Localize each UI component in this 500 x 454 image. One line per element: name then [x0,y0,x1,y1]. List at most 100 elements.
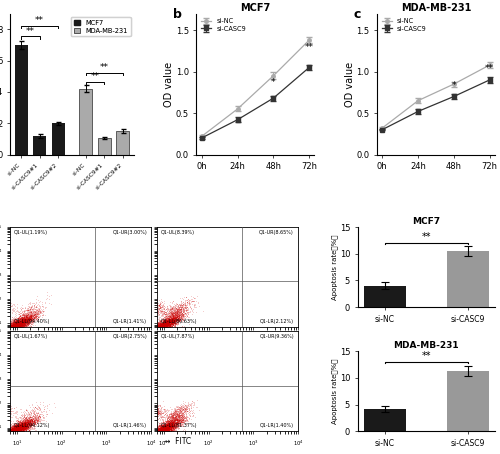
Point [8,326,16,334]
Point [0,431,8,439]
Point [12,321,20,328]
Point [6,327,14,334]
Point [8,325,16,332]
Point [172,422,180,429]
Point [166,420,174,428]
Point [0,431,8,439]
Point [0,431,8,439]
Point [22,416,30,423]
Point [147,431,155,439]
Point [8,427,16,434]
Point [172,424,180,431]
Point [168,309,176,316]
Point [6,326,14,333]
Point [192,404,200,411]
Point [4,327,12,334]
Point [16,422,24,429]
Point [7,327,15,334]
Point [22,314,30,321]
Point [5,431,13,439]
Point [0,327,8,334]
Point [176,327,184,334]
Point [15,425,23,432]
Point [28,327,36,334]
Point [158,426,166,434]
Point [10,428,18,435]
Point [4,327,12,334]
Point [157,423,165,430]
Point [37,306,45,313]
Point [24,424,32,431]
Point [146,429,154,436]
Point [149,431,157,439]
Point [5,300,13,307]
Point [8,426,16,433]
Point [10,326,18,334]
Point [154,309,162,316]
Point [0,431,8,439]
Point [149,413,157,420]
Point [164,422,172,429]
Point [10,421,18,428]
Point [146,411,154,418]
Point [161,311,169,318]
Point [0,327,8,334]
Point [25,318,33,325]
Point [182,327,190,334]
Point [19,318,27,325]
Point [13,323,21,330]
Point [2,431,10,439]
Point [29,315,37,322]
Point [164,412,172,419]
Point [10,320,18,327]
Point [0,324,8,331]
Point [164,427,172,434]
Point [19,421,27,429]
Point [4,420,12,428]
Point [0,324,8,331]
Point [176,313,184,321]
Point [7,322,15,329]
Point [170,318,177,326]
Point [150,326,158,334]
Point [23,316,31,323]
Point [16,322,24,330]
Point [172,312,180,319]
Point [15,317,23,324]
Point [2,326,10,333]
Point [0,327,8,334]
Point [24,317,32,325]
Point [147,326,155,334]
Point [2,431,10,439]
Point [152,431,160,439]
Point [146,431,154,439]
Point [166,321,174,328]
Point [168,418,176,425]
Point [158,320,166,327]
Point [155,319,163,326]
Point [18,314,26,321]
Point [146,431,154,439]
Point [8,428,16,435]
Point [167,315,175,322]
Point [4,327,12,334]
Point [178,419,186,426]
Point [20,319,28,326]
Point [1,431,9,439]
Point [146,300,154,307]
Point [0,431,8,439]
Point [21,322,29,329]
Point [4,424,12,432]
Point [14,428,22,435]
Point [161,319,169,326]
Point [154,298,162,305]
Point [152,327,160,334]
Point [168,424,175,431]
Point [19,425,27,432]
Point [156,308,164,315]
Point [147,425,155,433]
Point [166,322,173,329]
Point [0,431,8,439]
Point [146,327,154,334]
Point [12,424,20,431]
